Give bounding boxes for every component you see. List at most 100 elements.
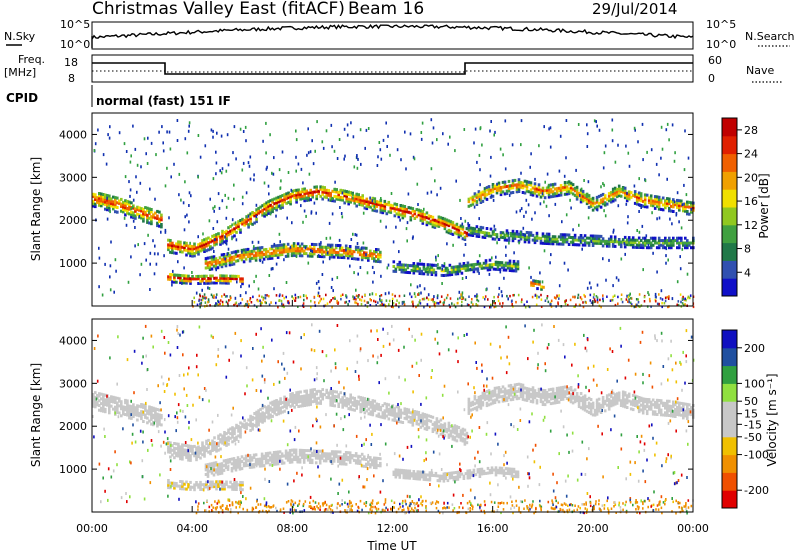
power-cell	[292, 253, 296, 257]
power-cell	[344, 154, 346, 158]
velocity-cell	[277, 405, 280, 409]
velocity-cell	[197, 452, 200, 456]
velocity-cell	[353, 401, 356, 405]
power-cell	[204, 261, 208, 265]
power-cell	[283, 195, 286, 199]
power-cell	[139, 181, 142, 185]
power-cell	[173, 162, 175, 166]
power-cell	[510, 264, 514, 268]
power-cell	[231, 223, 233, 227]
velocity-cell	[471, 407, 475, 411]
velocity-cell	[543, 393, 547, 397]
velocity-cell	[469, 408, 473, 412]
power-cell	[263, 202, 266, 206]
power-cell	[571, 238, 575, 242]
velocity-cell	[207, 446, 210, 449]
power-cell	[672, 239, 675, 243]
power-cell	[422, 265, 426, 269]
velocity-cell	[126, 413, 129, 417]
power-cell	[389, 208, 393, 212]
power-cell	[310, 305, 312, 309]
power-cell	[559, 191, 563, 195]
power-cell	[92, 202, 95, 206]
power-cell	[303, 209, 306, 213]
power-cell	[481, 235, 485, 239]
power-cell	[551, 237, 555, 241]
power-cell	[625, 243, 629, 247]
velocity-cell	[631, 408, 635, 412]
power-cell	[208, 268, 212, 271]
power-cell	[671, 123, 674, 127]
power-cell	[498, 261, 502, 265]
velocity-cell	[116, 401, 119, 405]
power-cell	[464, 219, 467, 223]
velocity-cell	[593, 408, 597, 412]
power-cell	[477, 194, 481, 198]
power-cell	[599, 298, 601, 302]
velocity-cell	[579, 396, 583, 400]
power-cell	[674, 203, 677, 207]
velocity-cell	[225, 439, 228, 443]
power-cell	[403, 212, 407, 216]
velocity-cell	[305, 394, 308, 398]
power-cell	[168, 130, 171, 134]
power-cell	[231, 228, 234, 232]
velocity-cell	[136, 411, 139, 415]
power-cell	[524, 233, 526, 237]
power-cell	[389, 203, 393, 207]
power-cell	[403, 209, 407, 213]
power-cell	[226, 254, 230, 258]
power-cell	[286, 242, 290, 246]
velocity-cell	[487, 403, 491, 407]
velocity-cell	[136, 409, 139, 412]
velocity-cell	[255, 413, 258, 416]
power-cell	[567, 268, 569, 272]
power-cell	[541, 193, 545, 197]
velocity-cell	[543, 403, 547, 407]
power-cell	[333, 149, 336, 153]
power-cell	[149, 288, 151, 291]
power-cell	[658, 173, 660, 177]
power-cell	[281, 205, 284, 209]
power-cell	[110, 197, 113, 201]
power-cell	[294, 246, 298, 250]
power-cell	[167, 245, 170, 249]
power-cell	[516, 262, 520, 266]
power-cell	[214, 259, 218, 263]
power-cell	[555, 242, 559, 246]
power-cell	[684, 205, 687, 208]
power-cell	[603, 201, 607, 205]
power-cell	[676, 239, 679, 243]
power-cell	[249, 214, 252, 218]
velocity-cell	[275, 408, 278, 412]
velocity-cell	[383, 409, 387, 413]
power-cell	[303, 199, 306, 203]
power-cell	[591, 241, 595, 245]
velocity-cell	[441, 423, 445, 427]
power-cell	[511, 234, 515, 238]
velocity-cell	[249, 428, 252, 432]
velocity-cell	[102, 400, 105, 404]
power-cell	[517, 185, 521, 189]
power-cell	[643, 239, 647, 243]
power-cell	[100, 204, 103, 208]
power-cell	[469, 228, 473, 232]
velocity-cell	[503, 387, 507, 391]
power-cell	[377, 252, 380, 256]
power-cell	[431, 141, 434, 145]
velocity-cell	[563, 392, 567, 396]
power-cell	[318, 301, 320, 305]
power-cell	[188, 220, 190, 224]
power-cell	[476, 262, 480, 266]
velocity-cell	[295, 403, 298, 406]
velocity-cell	[421, 419, 425, 423]
power-cell	[516, 265, 520, 268]
velocity-cell	[645, 402, 649, 406]
power-cell	[388, 299, 391, 303]
power-cell	[340, 297, 342, 301]
power-cell	[483, 194, 487, 198]
power-cell	[274, 251, 278, 255]
power-cell	[406, 263, 410, 267]
power-cell	[631, 238, 635, 242]
power-cell	[442, 132, 444, 136]
